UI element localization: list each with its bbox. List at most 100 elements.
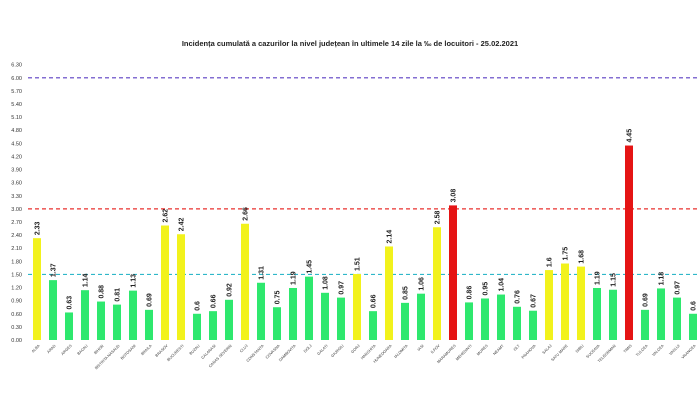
value-label: 0.69 [643,293,650,307]
value-label: 1.68 [579,250,586,264]
x-tick-label: MEHEDINTI [455,344,473,362]
value-label: 0.66 [211,294,218,308]
x-tick-label: VALCEA [651,344,665,358]
bar [385,246,393,340]
value-label: 0.81 [115,288,122,302]
value-label: 1.13 [131,274,138,288]
x-tick-label: BOTOSANI [120,344,137,361]
x-tick-label: ARAD [46,344,56,354]
bar [225,299,233,340]
value-label: 1.04 [499,278,506,292]
value-label: 1.14 [83,273,90,287]
bar [129,290,137,340]
x-tick-label: BUCURESTI [166,344,184,362]
bar [481,298,489,340]
value-label: 0.63 [67,296,74,310]
x-tick-label: IALOMITA [394,344,409,359]
bar [529,310,537,340]
x-tick-label: ARGES [60,344,73,357]
value-label: 1.45 [307,260,314,274]
bar [177,234,185,340]
y-tick-label: 5.70 [11,89,22,95]
x-tick-label: IASI [417,344,425,352]
y-tick-label: 4.20 [11,154,22,160]
x-tick-label: OLT [513,343,521,351]
bar [49,280,57,340]
y-tick-label: 0.90 [11,299,22,305]
bar [81,290,89,340]
value-label: 0.66 [371,294,378,308]
value-label: 1.06 [419,277,426,291]
y-tick-label: 2.40 [11,233,22,239]
y-tick-label: 6.30 [11,63,22,69]
x-tick-label: CALARASI [201,344,217,360]
x-tick-label: TIMIS [623,344,633,354]
y-tick-label: 3.90 [11,168,22,174]
value-label: 0.92 [227,283,234,297]
y-tick-label: 3.60 [11,181,22,187]
bar [209,311,217,340]
bar [353,274,361,340]
value-label: 2.42 [179,218,186,232]
y-axis: 0.00 0.30 0.60 0.90 1.20 1.50 1.80 2.10 2.40 2.70… [11,63,22,344]
bar [401,302,409,340]
value-label: 1.18 [659,272,666,286]
bar [33,238,41,340]
bar [417,293,425,340]
value-label: 1.37 [51,263,58,277]
bar [305,276,313,340]
bar [545,270,553,340]
y-tick-label: 0.00 [11,338,22,344]
x-tick-label: BRAILA [140,344,153,357]
bar [113,304,121,340]
value-label: 0.6 [195,301,202,311]
bar [609,289,617,340]
y-tick-label: 1.80 [11,259,22,265]
value-label: 1.6 [547,257,554,267]
value-label: 0.76 [515,290,522,304]
bar [241,223,249,340]
reference-lines [28,77,697,276]
x-tick-label: SUCEAVA [585,344,601,360]
x-tick-label: TULCEA [635,344,649,358]
chart-title: Incidența cumulată a cazurilor la nivel … [182,39,518,48]
value-label: 4.45 [627,129,634,143]
x-tick-label: ILFOV [430,344,441,355]
x-tick-label: BIHOR [93,344,105,356]
x-tick-label: CONSTANTA [246,344,265,363]
value-label: 2.58 [435,211,442,225]
bar [577,266,585,340]
value-label: 0.97 [675,281,682,295]
x-tick-label: SALAJ [542,344,553,355]
y-tick-label: 5.40 [11,102,22,108]
x-tick-label: VRANCEA [681,344,697,360]
x-tick-label: VASLUI [669,344,681,356]
bar [321,292,329,340]
bar [593,287,601,340]
x-tick-label: NEAMT [492,343,505,356]
value-label: 0.69 [147,293,154,307]
bar [369,311,377,340]
y-tick-label: 1.50 [11,272,22,278]
y-tick-label: 4.50 [11,141,22,147]
y-tick-label: 1.20 [11,286,22,292]
y-tick-label: 0.60 [11,312,22,318]
x-tick-label: DAMBOVITA [278,344,297,363]
bar [673,297,681,340]
value-label: 0.6 [691,301,698,311]
value-label: 2.14 [387,230,394,244]
value-label: 0.97 [339,281,346,295]
bars: 2.33 1.37 0.63 1.14 0.88 0.81 1.13 0.69 2.62 2.42… [33,129,698,340]
value-label: 3.08 [451,189,458,203]
value-label: 1.19 [291,271,298,285]
bar [161,225,169,340]
value-label: 1.75 [563,247,570,261]
y-tick-label: 2.10 [11,246,22,252]
x-tick-label: BACAU [77,344,89,356]
y-tick-label: 6.00 [11,76,22,82]
x-tick-label: GIURGIU [330,344,344,358]
bar [497,294,505,340]
value-label: 1.15 [611,273,618,287]
